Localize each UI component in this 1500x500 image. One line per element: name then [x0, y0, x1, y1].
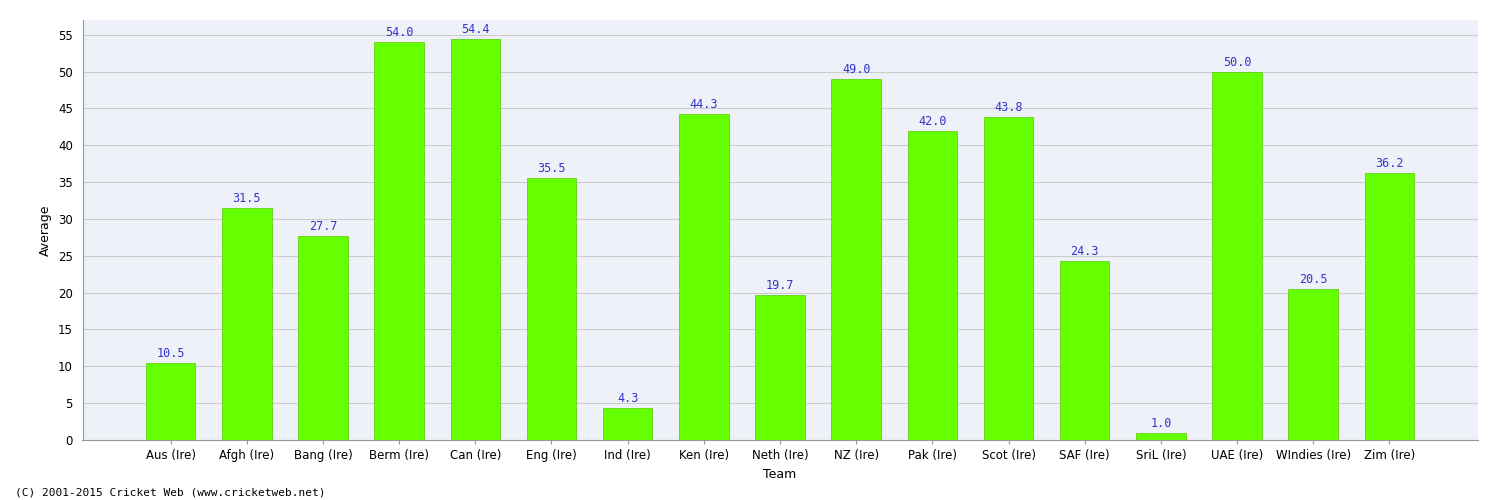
Text: 1.0: 1.0 — [1150, 416, 1172, 430]
Bar — [1136, 432, 1185, 440]
Text: 54.0: 54.0 — [386, 26, 414, 39]
Bar — [1365, 174, 1414, 440]
Text: 4.3: 4.3 — [616, 392, 639, 406]
Bar — [603, 408, 652, 440]
Bar — [908, 130, 957, 440]
Bar — [1288, 289, 1338, 440]
Text: 19.7: 19.7 — [765, 279, 795, 292]
Text: 10.5: 10.5 — [156, 346, 184, 360]
Text: 35.5: 35.5 — [537, 162, 566, 175]
Bar — [680, 114, 729, 440]
Bar — [146, 362, 195, 440]
Text: (C) 2001-2015 Cricket Web (www.cricketweb.net): (C) 2001-2015 Cricket Web (www.cricketwe… — [15, 488, 326, 498]
Text: 24.3: 24.3 — [1071, 245, 1100, 258]
Text: 42.0: 42.0 — [918, 114, 946, 128]
Bar — [298, 236, 348, 440]
Text: 43.8: 43.8 — [994, 102, 1023, 114]
Y-axis label: Average: Average — [39, 204, 53, 256]
Bar — [984, 118, 1033, 440]
Text: 36.2: 36.2 — [1376, 158, 1404, 170]
Bar — [1060, 261, 1110, 440]
Text: 50.0: 50.0 — [1222, 56, 1251, 68]
Bar — [375, 42, 424, 440]
Bar — [450, 39, 500, 440]
Text: 49.0: 49.0 — [842, 63, 870, 76]
Text: 27.7: 27.7 — [309, 220, 338, 233]
Bar — [1212, 72, 1261, 440]
Bar — [754, 295, 806, 440]
Bar — [831, 79, 880, 440]
X-axis label: Team: Team — [764, 468, 796, 480]
Text: 20.5: 20.5 — [1299, 273, 1328, 286]
Bar — [526, 178, 576, 440]
Bar — [222, 208, 272, 440]
Text: 54.4: 54.4 — [460, 23, 489, 36]
Text: 44.3: 44.3 — [690, 98, 718, 110]
Text: 31.5: 31.5 — [232, 192, 261, 205]
